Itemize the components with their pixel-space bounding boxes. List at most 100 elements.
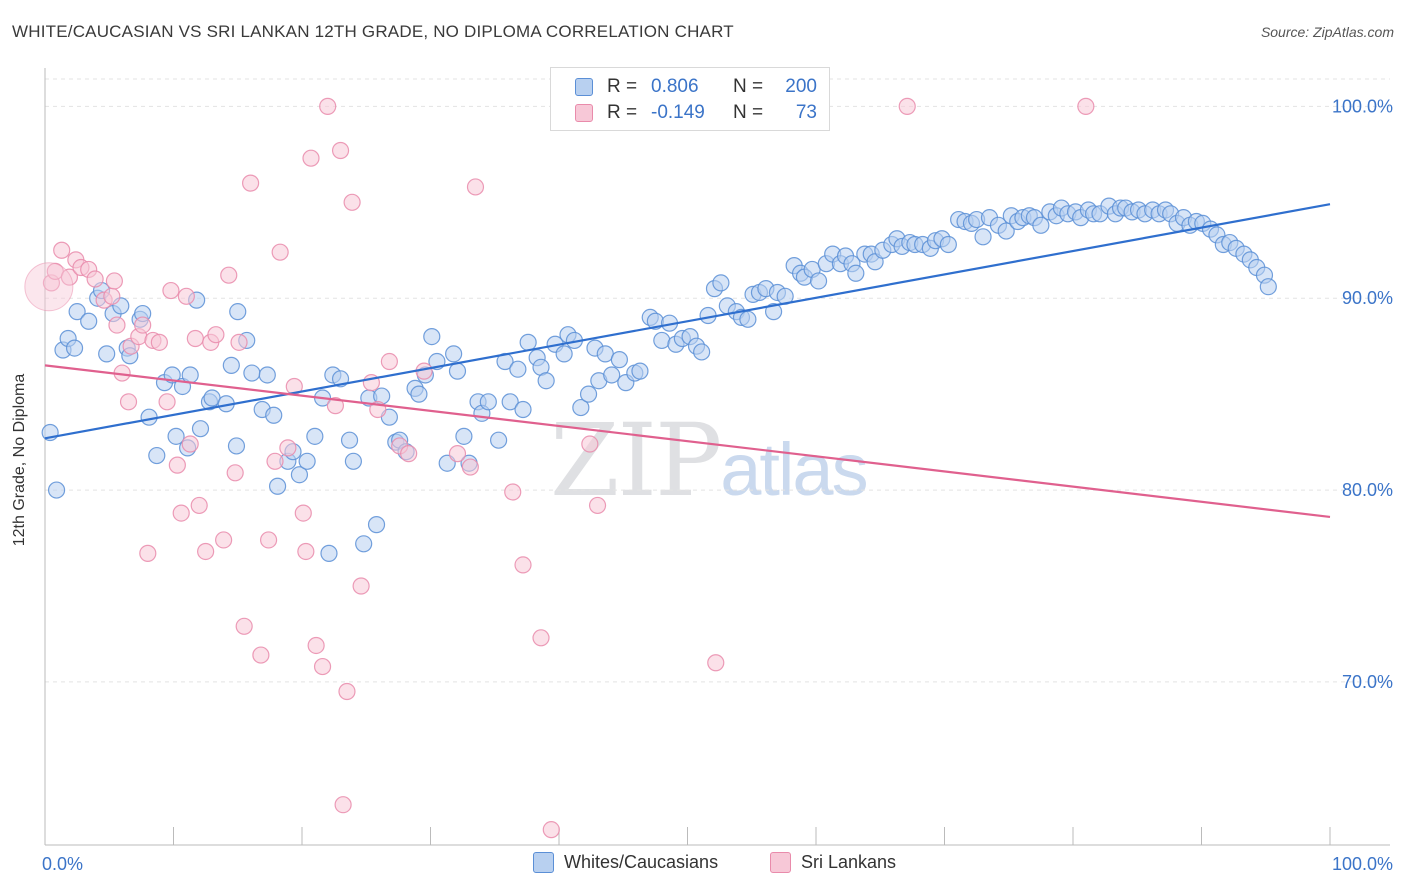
data-point-srilankan: [207, 326, 225, 344]
legend-r-label: R =: [607, 76, 638, 97]
data-point-white: [258, 366, 276, 384]
watermark: ZIPatlas: [550, 402, 869, 519]
data-point-srilankan: [139, 544, 157, 562]
data-point-srilankan: [334, 796, 352, 814]
data-point-white: [693, 343, 711, 361]
data-point-srilankan: [215, 531, 233, 549]
source-label: Source: ZipAtlas.com: [1260, 24, 1394, 40]
legend-row-srilankans: R = -0.149 N = 73: [575, 100, 817, 126]
data-point-white: [98, 345, 116, 363]
data-point-white: [653, 331, 671, 350]
data-point-srilankan: [319, 97, 337, 115]
series-label-whites: Whites/Caucasians: [564, 852, 719, 872]
data-point-white: [340, 431, 359, 449]
data-point-srilankan: [105, 272, 123, 290]
data-point-srilankan: [338, 682, 356, 701]
data-point-srilankan: [177, 287, 195, 305]
data-point-srilankan: [302, 149, 320, 167]
legend-row-whites: R = 0.806 N = 200: [575, 74, 817, 100]
data-point-white: [509, 360, 527, 378]
data-point-white: [579, 385, 598, 403]
data-point-white: [222, 356, 240, 374]
data-point-white: [148, 446, 166, 465]
data-point-white: [80, 312, 98, 330]
data-point-white: [140, 408, 158, 426]
y-axis-title: 12th Grade, No Diploma: [11, 373, 28, 547]
x-tick-label: 0.0%: [42, 854, 83, 874]
data-point-white: [764, 303, 783, 321]
legend-swatch-blue: [575, 78, 593, 96]
data-point-srilankan: [707, 654, 725, 672]
data-point-srilankan: [352, 577, 370, 595]
data-point-srilankan: [103, 287, 121, 305]
data-point-srilankan: [230, 333, 248, 351]
data-point-white: [229, 303, 247, 321]
legend-n-label: N =: [733, 76, 764, 97]
x-tick-label: 100.0%: [1332, 854, 1393, 874]
data-point-srilankan: [1077, 97, 1095, 115]
data-point-white: [290, 466, 309, 484]
series-label-srilankans: Sri Lankans: [801, 852, 897, 872]
data-point-srilankan: [294, 504, 312, 522]
data-point-srilankan: [448, 445, 467, 463]
series-legend: Whites/Caucasians Sri Lankans: [0, 852, 1406, 878]
watermark-zip: ZIP: [550, 402, 722, 519]
data-point-white: [455, 427, 473, 445]
data-point-srilankan: [331, 141, 350, 160]
trend-line-srilankan: [44, 364, 1331, 519]
data-point-white: [739, 310, 757, 328]
data-point-white: [501, 393, 519, 411]
data-point-srilankan: [542, 821, 560, 839]
data-point-white: [631, 362, 649, 380]
data-point-white: [167, 427, 185, 445]
data-point-srilankan: [242, 174, 260, 192]
chart-title: WHITE/CAUCASIAN VS SRI LANKAN 12TH GRADE…: [12, 22, 734, 41]
data-point-srilankan: [297, 542, 315, 561]
series-swatch-blue: [533, 852, 554, 873]
data-point-white: [65, 339, 84, 357]
data-point-srilankan: [313, 657, 332, 676]
data-point-srilankan: [181, 435, 199, 453]
series-swatch-pink: [770, 852, 791, 873]
data-point-srilankan: [86, 270, 104, 288]
data-point-white: [448, 362, 467, 380]
data-point-srilankan: [162, 281, 180, 300]
data-point-white: [47, 481, 66, 499]
data-point-srilankan: [226, 464, 244, 482]
data-point-srilankan: [134, 316, 152, 334]
data-point-white: [423, 327, 441, 346]
data-point-white: [519, 333, 537, 351]
legend-swatch-pink: [575, 104, 593, 122]
data-point-srilankan: [259, 531, 278, 549]
data-point-white: [537, 372, 555, 390]
data-point-srilankan: [581, 435, 599, 453]
watermark-atlas: atlas: [720, 428, 868, 511]
y-tick-label: 90.0%: [1342, 288, 1393, 308]
data-point-srilankan: [158, 393, 176, 411]
correlation-legend: R = 0.806 N = 200 R = -0.149 N = 73: [550, 67, 830, 131]
data-point-srilankan: [461, 458, 479, 476]
data-point-white: [555, 345, 573, 363]
trend-line-white: [44, 203, 1331, 440]
data-point-srilankan: [53, 241, 71, 259]
data-point-white: [344, 452, 362, 470]
data-point-white: [68, 303, 86, 321]
data-point-srilankan: [172, 504, 190, 522]
data-point-white: [298, 452, 316, 470]
data-point-srilankan: [400, 445, 418, 463]
series-legend-whites: Whites/Caucasians: [533, 852, 718, 873]
data-point-white: [610, 351, 628, 369]
data-point-white: [181, 366, 199, 384]
data-point-srilankan: [252, 646, 270, 664]
data-point-white: [320, 544, 338, 562]
y-tick-label: 70.0%: [1342, 672, 1393, 692]
data-point-srilankan: [266, 452, 284, 470]
data-point-white: [603, 366, 621, 384]
data-point-white: [1259, 278, 1277, 296]
data-point-white: [514, 400, 532, 419]
data-point-white: [355, 535, 373, 553]
data-point-srilankan: [380, 352, 398, 371]
data-point-white: [939, 235, 957, 254]
data-point-srilankan: [326, 397, 345, 415]
data-point-srilankan: [186, 329, 204, 348]
